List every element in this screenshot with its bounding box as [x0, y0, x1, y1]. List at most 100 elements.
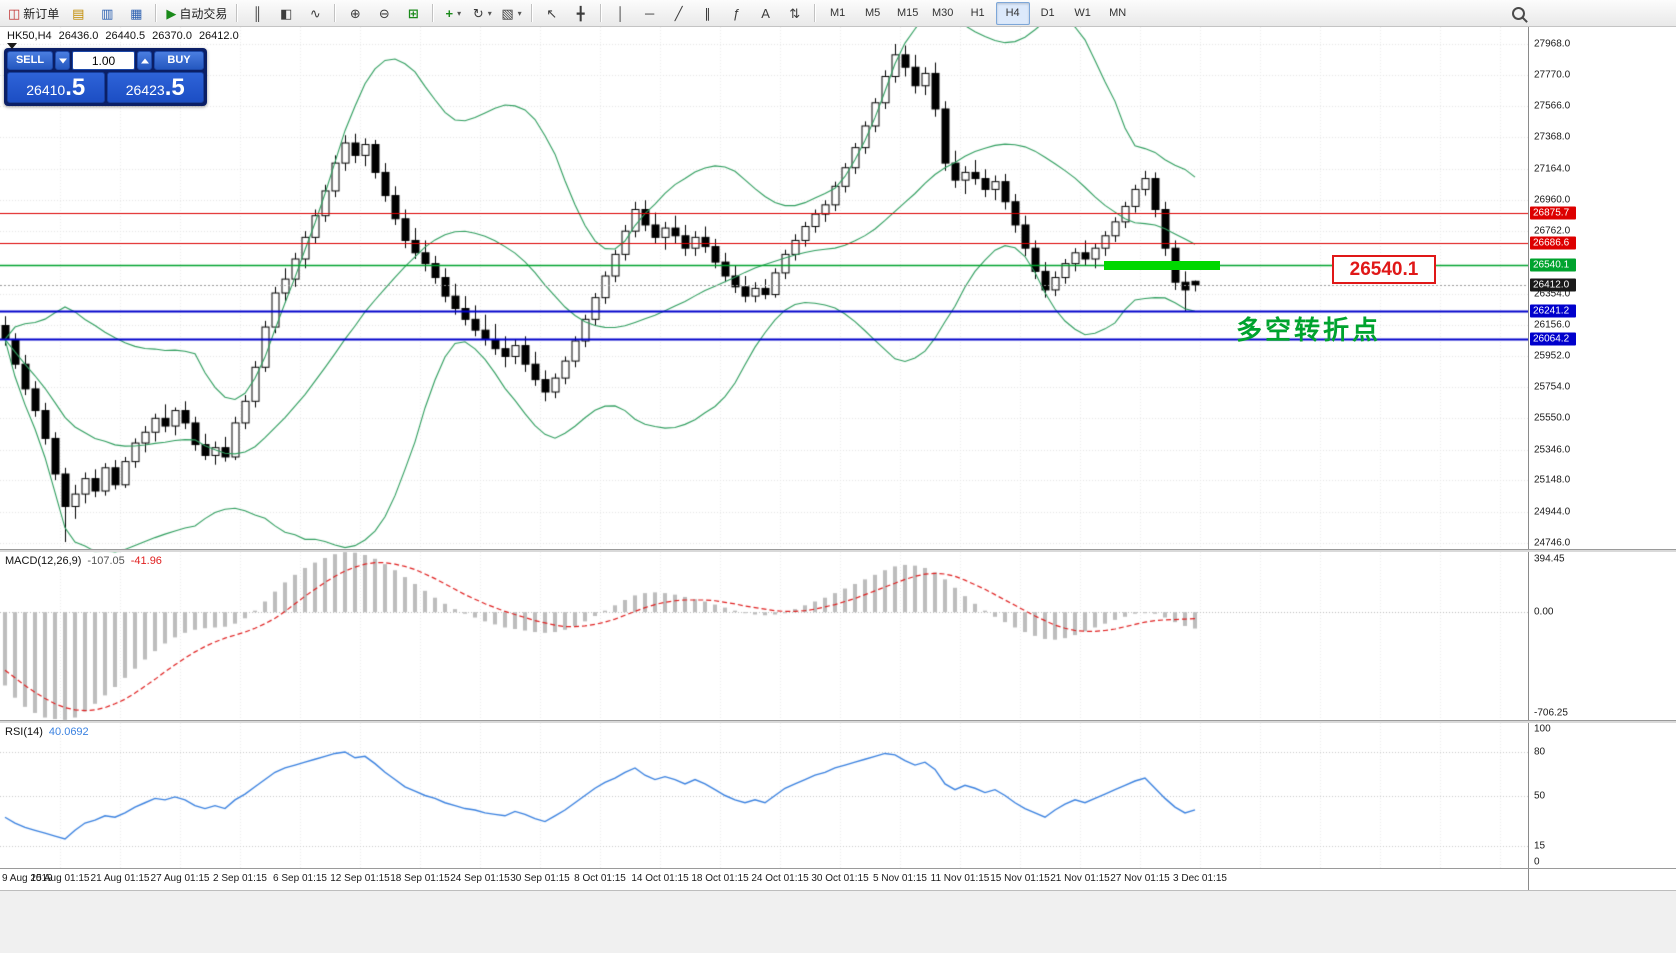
low-value: 26370.0	[152, 30, 192, 42]
open-value: 26436.0	[58, 30, 99, 42]
vertical-line-button[interactable]: │	[607, 2, 635, 25]
price-tick: 26960.0	[1534, 194, 1571, 206]
time-label: 24 Oct 01:15	[751, 873, 809, 884]
profiles-button[interactable]: ▥	[93, 2, 121, 25]
chart-line-icon: ∿	[309, 5, 321, 21]
time-label: 30 Sep 01:15	[510, 873, 570, 884]
timeframe-h4-button[interactable]: H4	[995, 1, 1030, 25]
charts-button[interactable]: ▤	[64, 2, 92, 25]
timeframe-mn-button[interactable]: MN	[1109, 7, 1127, 19]
macd-axis-tick: 0.00	[1534, 606, 1554, 618]
time-label: 30 Oct 01:15	[811, 873, 869, 884]
trendline-button[interactable]: ╱	[665, 2, 693, 25]
price-tick: 27968.0	[1534, 38, 1571, 50]
close-value: 26412.0	[198, 30, 239, 42]
chart-candles-button[interactable]: ◧	[272, 2, 300, 25]
timeframe-d1-button[interactable]: D1	[1040, 7, 1055, 19]
time-label: 27 Aug 01:15	[150, 873, 210, 884]
price-tick: 26156.0	[1534, 319, 1571, 331]
arrows-button[interactable]: ⇅	[781, 2, 809, 25]
price-marker: 26540.1	[1530, 258, 1576, 272]
price-axis: 27968.0 27770.0 27566.0 27368.0 27164.0 26960…	[1528, 27, 1676, 890]
zoom-in-icon: ⊕	[349, 5, 361, 21]
new-order-label: 新订单	[23, 6, 60, 21]
price-tick: 25550.0	[1534, 412, 1571, 424]
auto-trading-label: 自动交易	[179, 6, 228, 21]
toolbar: ◫ 新订单 ▤ ▥ ▦ ▶ 自动交易 ║ ◧ ∿ ⊕ ⊖ ⊞ + ▾ ↻ ▾ ▧ ▾ ↖ ╋ │ ─ ╱ ∥ ƒ A ⇅ M1 M5 M15…	[0, 0, 1676, 27]
charts-icon: ▤	[72, 5, 85, 21]
buy-price-display[interactable]: 26423 .5	[106, 72, 204, 103]
bottom-filler	[0, 890, 1676, 953]
rsi-axis-tick: 80	[1534, 746, 1546, 758]
auto-trading-icon: ▶	[166, 5, 177, 21]
time-label: 18 Oct 01:15	[691, 873, 749, 884]
chart-window: 27968.0 27770.0 27566.0 27368.0 27164.0 26960…	[0, 27, 1676, 890]
time-label: 21 Aug 01:15	[90, 873, 150, 884]
new-order-button[interactable]: ◫ 新订单	[4, 2, 63, 25]
terminal-button[interactable]: ▦	[122, 2, 150, 25]
time-label: 18 Sep 01:15	[390, 873, 450, 884]
price-tick: 27368.0	[1534, 131, 1571, 143]
crosshair-button[interactable]: ╋	[567, 2, 595, 25]
chart-candles-icon: ◧	[280, 5, 293, 21]
toolbar-separator	[432, 4, 435, 22]
triangle-down-icon	[58, 58, 67, 63]
chevron-down-icon: ▾	[457, 8, 462, 18]
zoom-out-button[interactable]: ⊖	[370, 2, 398, 25]
price-tick: 25346.0	[1534, 444, 1571, 456]
macd-indicator-label: MACD(12,26,9) -107.05 -41.96	[5, 555, 162, 567]
timeframe-h1-button[interactable]: H1	[970, 7, 985, 19]
ask-frac: .5	[164, 74, 185, 101]
search-button[interactable]	[1504, 2, 1532, 25]
price-tick: 27164.0	[1534, 163, 1571, 175]
time-axis: 9 Aug 2019 15 Aug 01:15 21 Aug 01:15 27 Aug…	[0, 868, 1676, 890]
fibonacci-button[interactable]: ƒ	[723, 2, 751, 25]
channel-button[interactable]: ∥	[694, 2, 722, 25]
macd-panel-separator[interactable]	[0, 549, 1676, 552]
zoom-in-button[interactable]: ⊕	[341, 2, 369, 25]
bid-frac: .5	[65, 74, 86, 101]
time-label: 2 Sep 01:15	[213, 873, 267, 884]
volume-down-button[interactable]	[55, 51, 70, 70]
rsi-panel-separator[interactable]	[0, 720, 1676, 723]
toolbar-right	[1504, 2, 1532, 25]
symbol-label: HK50,H4	[7, 30, 52, 42]
macd-axis-tick: 394.45	[1534, 553, 1565, 565]
rsi-name: RSI(14)	[5, 726, 43, 738]
volume-input[interactable]	[72, 51, 135, 70]
templates-icon: ▧	[501, 5, 514, 21]
price-callout-label[interactable]: 26540.1	[1332, 255, 1436, 284]
price-chart-canvas[interactable]	[0, 27, 1528, 868]
bid-main: 26410	[26, 82, 66, 98]
timeframe-m1-button[interactable]: M1	[830, 7, 846, 19]
cursor-button[interactable]: ↖	[538, 2, 566, 25]
timeframe-m30-button[interactable]: M30	[931, 7, 954, 19]
auto-trading-button[interactable]: ▶ 自动交易	[162, 2, 231, 25]
macd-main-value: -107.05	[87, 555, 125, 567]
templates-button[interactable]: ▧ ▾	[497, 2, 525, 25]
buy-button[interactable]: BUY	[154, 51, 204, 70]
sell-button[interactable]: SELL	[7, 51, 53, 70]
highlight-zone-object[interactable]	[1104, 261, 1220, 271]
indicators-button[interactable]: + ▾	[439, 2, 467, 25]
periods-button[interactable]: ↻ ▾	[468, 2, 496, 25]
one-click-toggle-icon[interactable]	[7, 43, 17, 49]
chart-bars-button[interactable]: ║	[243, 2, 271, 25]
toolbar-separator	[236, 4, 239, 22]
time-label: 6 Sep 01:15	[273, 873, 327, 884]
price-marker: 26412.0	[1530, 278, 1576, 292]
channel-icon: ∥	[704, 5, 711, 21]
one-click-trading-panel: SELL BUY 26410 .5 26423 .5	[4, 48, 207, 106]
sell-price-display[interactable]: 26410 .5	[7, 72, 105, 103]
timeframe-m15-button[interactable]: M15	[896, 7, 919, 19]
tile-windows-button[interactable]: ⊞	[399, 2, 427, 25]
time-label: 5 Nov 01:15	[873, 873, 927, 884]
horizontal-line-button[interactable]: ─	[636, 2, 664, 25]
timeframe-w1-button[interactable]: W1	[1074, 7, 1091, 19]
text-button[interactable]: A	[752, 2, 780, 25]
chart-line-button[interactable]: ∿	[301, 2, 329, 25]
timeframe-m5-button[interactable]: M5	[865, 7, 881, 19]
price-tick: 24944.0	[1534, 506, 1571, 518]
volume-up-button[interactable]	[137, 51, 152, 70]
turning-point-annotation[interactable]: 多空转折点	[1236, 315, 1382, 345]
